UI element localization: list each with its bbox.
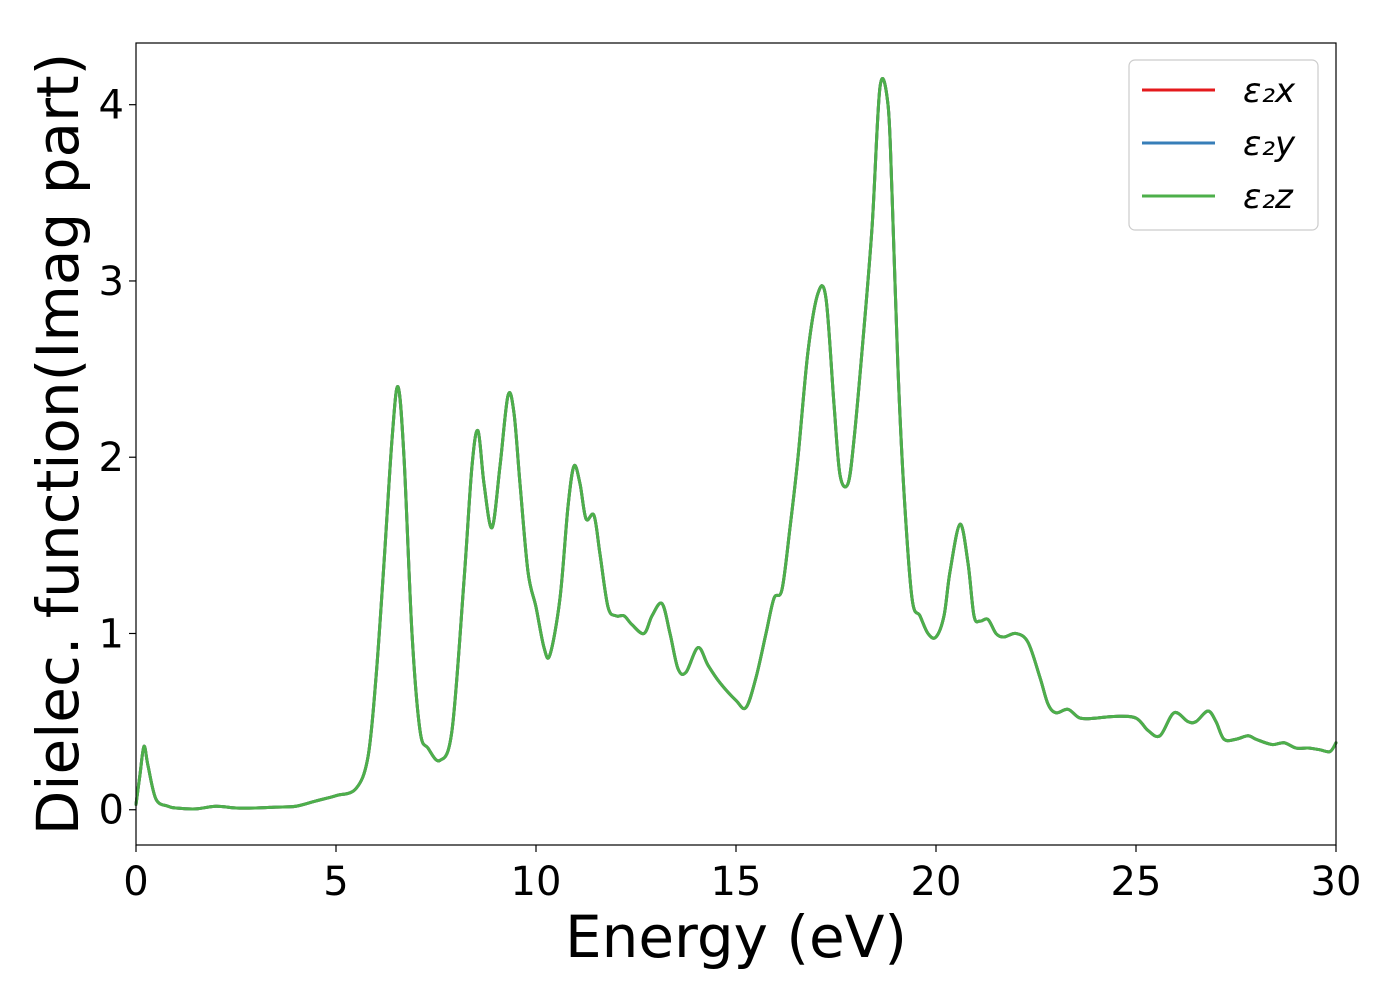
legend-label-1: ε₂x xyxy=(1243,71,1296,111)
legend-label-3: ε₂z xyxy=(1243,177,1294,217)
y-tick-label: 2 xyxy=(99,435,124,481)
y-axis-title: Dielec. function(Imag part) xyxy=(24,53,92,836)
x-tick-label: 20 xyxy=(911,859,962,905)
x-tick-label: 10 xyxy=(511,859,562,905)
x-tick-label: 25 xyxy=(1111,859,1162,905)
x-tick-label: 5 xyxy=(323,859,348,905)
legend-label-2: ε₂y xyxy=(1243,124,1296,164)
y-axis: 0 1 2 3 4 xyxy=(99,83,136,834)
y-tick-label: 3 xyxy=(99,259,124,305)
y-tick-label: 1 xyxy=(99,611,124,657)
y-tick-label: 4 xyxy=(99,83,124,129)
legend-box xyxy=(1128,59,1319,231)
series-line-3 xyxy=(134,77,1338,811)
x-axis-title: Energy (eV) xyxy=(565,903,907,971)
x-tick-label: 30 xyxy=(1311,859,1362,905)
y-tick-label: 0 xyxy=(99,788,124,834)
x-axis: 0 5 10 15 20 25 30 xyxy=(123,845,1361,905)
x-tick-label: 0 xyxy=(123,859,148,905)
legend: ε₂x ε₂y ε₂z xyxy=(1128,59,1319,231)
x-tick-label: 15 xyxy=(711,859,762,905)
series-layer xyxy=(134,77,1338,811)
